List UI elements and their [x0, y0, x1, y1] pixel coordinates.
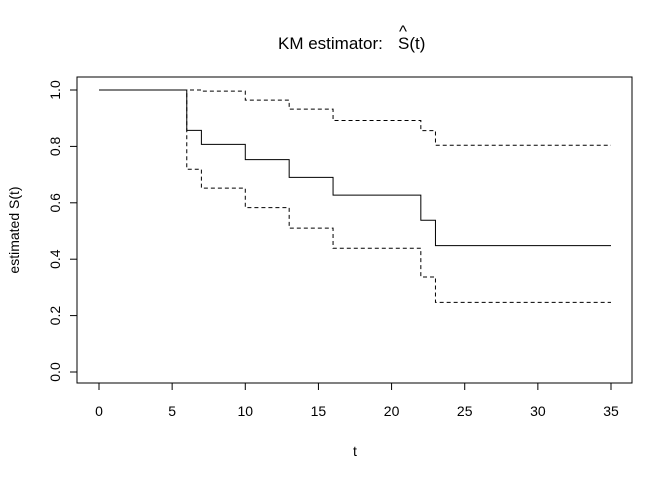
x-axis-title: t [353, 443, 357, 459]
plot-frame [76, 76, 633, 384]
chart-title: KM estimator: [278, 34, 383, 53]
x-tick-label: 0 [95, 403, 103, 419]
x-tick-label: 5 [168, 403, 176, 419]
y-tick-label: 0.0 [47, 362, 63, 382]
x-tick-label: 20 [384, 403, 400, 419]
y-axis: 0.0 0.2 0.4 0.6 0.8 1.0 [47, 80, 78, 382]
km-survival-line [99, 89, 611, 247]
x-tick-label: 30 [530, 403, 546, 419]
x-tick-label: 10 [237, 403, 253, 419]
y-tick-label: 0.4 [47, 249, 63, 269]
chart-title-math: S(t) [398, 34, 425, 53]
x-axis: 0 5 10 15 20 25 30 35 [95, 382, 619, 419]
y-tick-label: 0.2 [47, 306, 63, 326]
chart-title-text: KM estimator: [278, 34, 383, 53]
chart-title-hat: ^ [399, 22, 407, 41]
confidence-band-line [99, 89, 611, 303]
x-tick-label: 15 [311, 403, 327, 419]
x-tick-label: 35 [603, 403, 619, 419]
y-tick-label: 0.6 [47, 193, 63, 213]
series-layer [99, 89, 611, 303]
y-tick-label: 0.8 [47, 136, 63, 156]
x-tick-label: 25 [457, 403, 473, 419]
y-tick-label: 1.0 [47, 80, 63, 100]
confidence-band-line [99, 89, 611, 146]
y-axis-title: estimated S(t) [6, 186, 22, 273]
